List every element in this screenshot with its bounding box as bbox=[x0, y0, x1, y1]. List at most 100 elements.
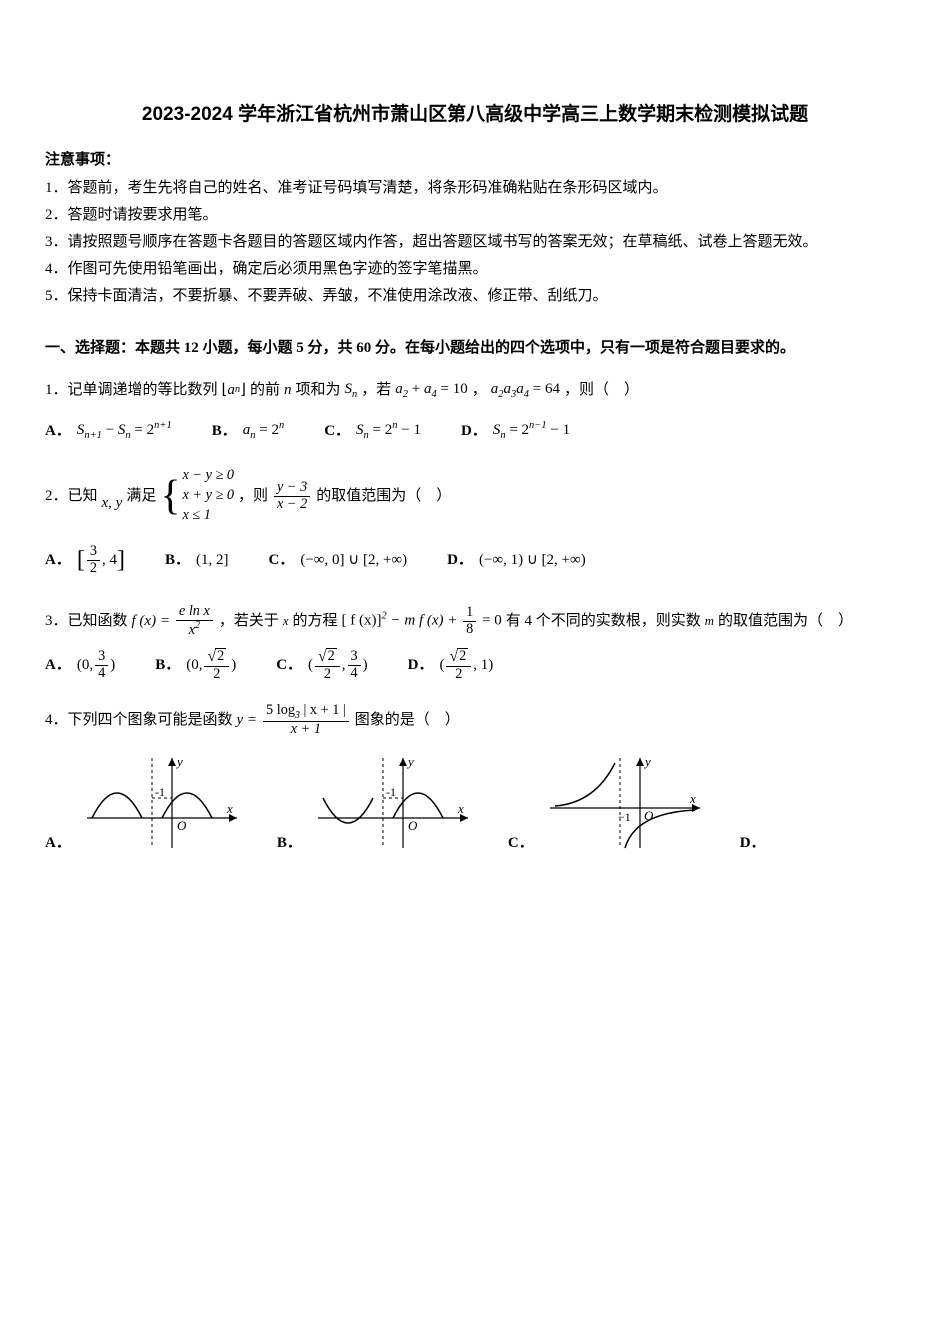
frac-den: x − 2 bbox=[274, 497, 310, 513]
bracket-close: ⌋ bbox=[240, 375, 246, 405]
q3-tail: 的取值范围为（ ） bbox=[718, 606, 853, 636]
s: n+1 bbox=[84, 430, 102, 441]
opt-label: A． bbox=[45, 828, 71, 858]
tick-neg1: −1 bbox=[618, 810, 631, 824]
sqrt: √2 bbox=[318, 648, 337, 665]
d: 4 bbox=[348, 666, 361, 682]
frac-num: 5 log3 | x + 1 | bbox=[263, 703, 349, 723]
origin-label: O bbox=[177, 818, 187, 833]
notice-item: 5．保持卡面清洁，不要折暴、不要弄破、弄皱，不准使用涂改液、修正带、刮纸刀。 bbox=[45, 284, 905, 308]
br: ] bbox=[117, 536, 125, 584]
opt-label: C． bbox=[268, 545, 294, 575]
e: = 2 bbox=[131, 422, 154, 438]
c: ) bbox=[231, 650, 236, 680]
r: 2 bbox=[326, 648, 337, 665]
q1-cond2: a2a3a4 = 64 bbox=[491, 374, 560, 405]
q1-opt-D: D． Sn = 2n−1 − 1 bbox=[461, 415, 570, 446]
f-lhs: f (x) = bbox=[132, 606, 170, 636]
frac-den: x2 bbox=[186, 621, 203, 638]
opt-expr: (−∞, 1) ∪ [2, +∞) bbox=[479, 545, 586, 575]
p: n+1 bbox=[154, 420, 172, 431]
opt-expr: (1, 2] bbox=[196, 545, 229, 575]
cm: , 1) bbox=[473, 650, 493, 680]
m-var: m bbox=[705, 609, 714, 635]
q4-opt-C: C． −1 O x y bbox=[508, 748, 710, 858]
opt-label: B． bbox=[212, 416, 237, 446]
opt-label: C． bbox=[276, 650, 302, 680]
frac: 34 bbox=[95, 649, 108, 681]
q1-mid4: ， bbox=[472, 375, 487, 405]
opt-label: A． bbox=[45, 416, 71, 446]
tl: − 1 bbox=[398, 422, 421, 438]
q4-prefix: 4．下列四个图象可能是函数 bbox=[45, 705, 233, 735]
e: = 2 bbox=[506, 422, 529, 438]
graph-A: -1 O x y bbox=[77, 748, 247, 858]
opt-expr: Sn+1 − Sn = 2n+1 bbox=[77, 415, 172, 446]
origin-label: O bbox=[408, 818, 418, 833]
q1-mid1: 的前 bbox=[250, 375, 280, 405]
q3-opt-C: C． ( √2 2 , 34 ) bbox=[276, 648, 367, 682]
o: (0, bbox=[186, 650, 202, 680]
q1-stem: 1．记单调递增的等比数列 ⌊ an ⌋ 的前 n 项和为 Sn ，若 a2 + … bbox=[45, 374, 905, 405]
q1-opt-A: A． Sn+1 − Sn = 2n+1 bbox=[45, 415, 172, 446]
x-axis-label: x bbox=[226, 801, 233, 816]
d: 4 bbox=[95, 666, 108, 682]
notice-item: 3．请按照题号顺序在答题卡各题目的答题区域内作答，超出答题区域书写的答案无效；在… bbox=[45, 230, 905, 254]
exam-title: 2023-2024 学年浙江省杭州市萧山区第八高级中学高三上数学期末检测模拟试题 bbox=[45, 100, 905, 130]
n: 3 bbox=[95, 649, 108, 666]
brace-icon: { bbox=[160, 475, 180, 517]
q3-mid1: ，若关于 bbox=[219, 606, 279, 636]
e: = 2 bbox=[369, 422, 392, 438]
xy-var: x, y bbox=[102, 488, 123, 518]
notice-item: 1．答题前，考生先将自己的姓名、准考证号码填写清楚，将条形码准确粘贴在条形码区域… bbox=[45, 176, 905, 200]
q2-mid2: ，则 bbox=[238, 481, 268, 511]
opt-label: A． bbox=[45, 545, 71, 575]
q4-opt-D: D． bbox=[740, 828, 772, 858]
q3-f-frac: e ln x x2 bbox=[176, 604, 213, 638]
Ss: n bbox=[352, 389, 357, 400]
q1-sequence: ⌊ an ⌋ bbox=[222, 375, 246, 405]
question-2: 2．已知 x, y 满足 { x − y ≥ 0 x + y ≥ 0 x ≤ 1… bbox=[45, 466, 905, 584]
q3-opt-B: B． (0, √2 2 ) bbox=[155, 648, 236, 682]
p: n bbox=[279, 420, 284, 431]
d: 2 bbox=[452, 667, 465, 683]
q1-options: A． Sn+1 − Sn = 2n+1 B． an = 2n C． Sn = 2… bbox=[45, 415, 905, 446]
o: ( bbox=[439, 650, 444, 680]
q2-stem: 2．已知 x, y 满足 { x − y ≥ 0 x + y ≥ 0 x ≤ 1… bbox=[45, 466, 905, 526]
opt-label: C． bbox=[508, 828, 534, 858]
opt-label: D． bbox=[447, 545, 473, 575]
q2-tail: 的取值范围为（ ） bbox=[316, 481, 451, 511]
x-axis-label: x bbox=[689, 791, 696, 806]
p: − m f (x) + bbox=[387, 613, 461, 629]
question-1: 1．记单调递增的等比数列 ⌊ an ⌋ 的前 n 项和为 Sn ，若 a2 + … bbox=[45, 374, 905, 446]
d: 2 bbox=[321, 667, 334, 683]
sys-row: x ≤ 1 bbox=[183, 506, 234, 526]
frac-num: y − 3 bbox=[274, 480, 310, 497]
graph-B: -1 O x y bbox=[308, 748, 478, 858]
x-axis-label: x bbox=[457, 801, 464, 816]
opt-label: B． bbox=[277, 828, 302, 858]
seq-var: a bbox=[227, 375, 235, 405]
opt-label: A． bbox=[45, 650, 71, 680]
e: 2 bbox=[195, 620, 200, 631]
q1-mid3: ，若 bbox=[361, 375, 391, 405]
sqrt: √2 bbox=[207, 648, 226, 665]
question-3: 3．已知函数 f (x) = e ln x x2 ，若关于 x 的方程 [ f … bbox=[45, 604, 905, 682]
q1-opt-B: B． an = 2n bbox=[212, 415, 284, 446]
p: = 0 bbox=[482, 613, 502, 629]
system-body: x − y ≥ 0 x + y ≥ 0 x ≤ 1 bbox=[183, 466, 234, 526]
n: 3 bbox=[87, 544, 100, 561]
frac: √2 2 bbox=[315, 648, 340, 682]
frac: 34 bbox=[348, 649, 361, 681]
r: 2 bbox=[215, 648, 226, 665]
p: [ f (x)] bbox=[342, 613, 382, 629]
p: n−1 bbox=[529, 420, 547, 431]
n: 3 bbox=[348, 649, 361, 666]
q2-opt-C: C． (−∞, 0] ∪ [2, +∞) bbox=[268, 545, 407, 575]
tick-neg1: -1 bbox=[155, 785, 165, 799]
o: (0, bbox=[77, 650, 93, 680]
q4-tail: 图象的是（ ） bbox=[355, 705, 460, 735]
q2-opt-A: A． [ 32 , 4 ] bbox=[45, 536, 125, 584]
y-axis-label: y bbox=[643, 754, 651, 769]
t: S bbox=[356, 422, 364, 438]
